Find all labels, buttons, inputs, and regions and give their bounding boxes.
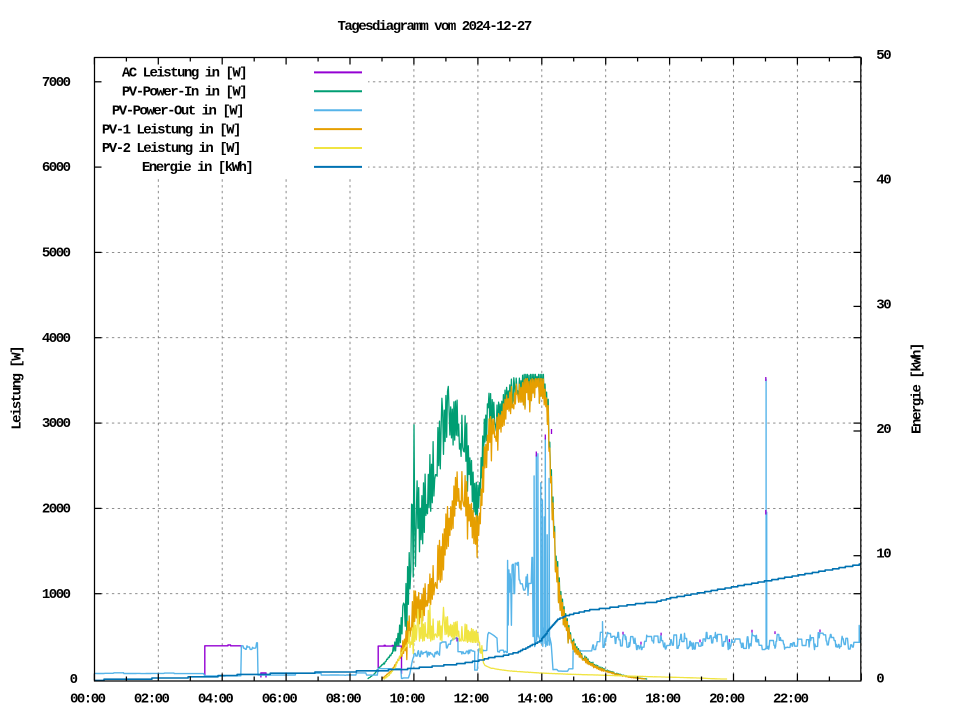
svg-text:4000: 4000 bbox=[42, 331, 71, 347]
svg-text:PV-2 Leistung in [W]: PV-2 Leistung in [W] bbox=[102, 141, 240, 157]
svg-text:Energie in [kWh]: Energie in [kWh] bbox=[142, 160, 252, 176]
svg-text:22:00: 22:00 bbox=[773, 692, 809, 708]
svg-text:6000: 6000 bbox=[42, 160, 71, 176]
svg-text:02:00: 02:00 bbox=[134, 692, 170, 708]
svg-text:20: 20 bbox=[876, 422, 891, 438]
svg-text:AC Leistung in [W]: AC Leistung in [W] bbox=[122, 66, 246, 82]
svg-text:40: 40 bbox=[876, 173, 891, 189]
svg-text:7000: 7000 bbox=[42, 75, 71, 91]
svg-text:5000: 5000 bbox=[42, 246, 71, 262]
svg-text:50: 50 bbox=[876, 48, 891, 64]
svg-text:3000: 3000 bbox=[42, 416, 71, 432]
svg-text:Energie [kWh]: Energie [kWh] bbox=[910, 344, 926, 434]
svg-text:18:00: 18:00 bbox=[645, 692, 681, 708]
svg-text:10:00: 10:00 bbox=[390, 692, 426, 708]
svg-text:1000: 1000 bbox=[42, 587, 71, 603]
svg-text:08:00: 08:00 bbox=[326, 692, 362, 708]
svg-text:0: 0 bbox=[70, 672, 78, 688]
svg-text:30: 30 bbox=[876, 297, 891, 313]
svg-text:2000: 2000 bbox=[42, 501, 71, 517]
svg-text:Tagesdiagramm vom 2024-12-27: Tagesdiagramm vom 2024-12-27 bbox=[338, 19, 532, 35]
svg-text:14:00: 14:00 bbox=[517, 692, 553, 708]
svg-text:16:00: 16:00 bbox=[581, 692, 617, 708]
svg-text:Leistung [W]: Leistung [W] bbox=[10, 347, 26, 430]
svg-text:00:00: 00:00 bbox=[70, 692, 106, 708]
svg-text:10: 10 bbox=[876, 547, 891, 563]
svg-text:PV-Power-Out in [W]: PV-Power-Out in [W] bbox=[112, 103, 243, 119]
svg-text:0: 0 bbox=[876, 671, 884, 687]
svg-text:06:00: 06:00 bbox=[262, 692, 298, 708]
svg-text:PV-Power-In in [W]: PV-Power-In in [W] bbox=[122, 85, 246, 101]
svg-text:PV-1 Leistung in [W]: PV-1 Leistung in [W] bbox=[102, 122, 240, 138]
svg-text:20:00: 20:00 bbox=[709, 692, 745, 708]
svg-text:12:00: 12:00 bbox=[453, 692, 489, 708]
svg-text:04:00: 04:00 bbox=[198, 692, 234, 708]
